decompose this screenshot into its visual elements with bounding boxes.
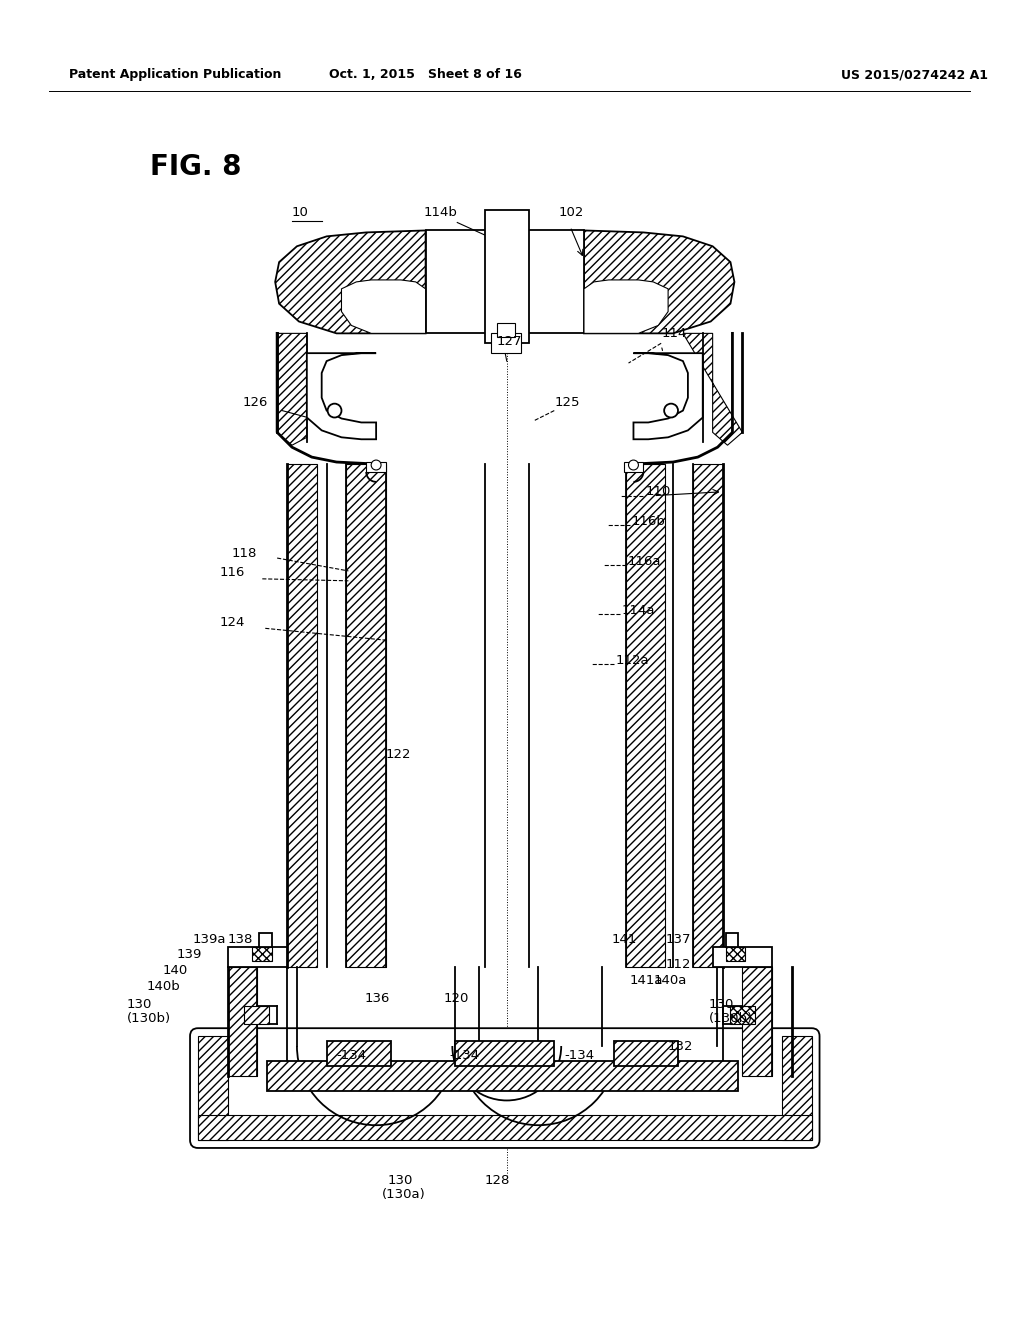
Text: (130a): (130a) xyxy=(382,1188,426,1201)
Text: -134: -134 xyxy=(337,1049,367,1063)
Circle shape xyxy=(665,404,678,417)
Text: 116a: 116a xyxy=(628,554,662,568)
Bar xyxy=(227,966,257,1076)
Text: 118: 118 xyxy=(231,546,257,560)
Text: 125: 125 xyxy=(554,396,580,409)
Text: FIG. 8: FIG. 8 xyxy=(151,153,242,181)
Text: 130: 130 xyxy=(388,1173,414,1187)
Text: Oct. 1, 2015   Sheet 8 of 16: Oct. 1, 2015 Sheet 8 of 16 xyxy=(329,69,522,81)
Polygon shape xyxy=(584,280,668,334)
Bar xyxy=(227,946,287,966)
Polygon shape xyxy=(307,354,376,440)
Text: 139: 139 xyxy=(176,949,202,961)
Text: 128: 128 xyxy=(485,1173,510,1187)
Bar xyxy=(198,1036,227,1140)
Text: 139a: 139a xyxy=(193,933,226,945)
Bar xyxy=(327,1041,391,1065)
Polygon shape xyxy=(683,334,742,445)
Text: (130b): (130b) xyxy=(709,1012,753,1024)
Bar xyxy=(742,966,772,1076)
Text: 124: 124 xyxy=(220,616,245,628)
Bar xyxy=(726,946,745,961)
Bar xyxy=(713,946,772,966)
Bar xyxy=(490,334,520,354)
Bar xyxy=(730,1006,756,1024)
Text: 140b: 140b xyxy=(146,981,180,993)
Text: 116: 116 xyxy=(220,566,245,579)
Bar xyxy=(456,1041,554,1065)
Bar xyxy=(267,1061,738,1090)
Text: 136: 136 xyxy=(365,993,389,1005)
Bar xyxy=(497,323,515,338)
Bar xyxy=(626,465,666,966)
Text: 141: 141 xyxy=(611,933,637,945)
Bar xyxy=(485,210,528,343)
Polygon shape xyxy=(275,231,426,334)
Bar xyxy=(287,465,316,966)
Text: 114b: 114b xyxy=(424,206,458,219)
Circle shape xyxy=(629,461,638,470)
Text: 130: 130 xyxy=(127,998,153,1011)
Text: 114: 114 xyxy=(662,327,686,339)
Text: 102: 102 xyxy=(558,206,584,219)
Polygon shape xyxy=(341,280,426,334)
Circle shape xyxy=(371,461,381,470)
Bar xyxy=(613,1041,678,1065)
Bar xyxy=(693,465,723,966)
Text: US 2015/0274242 A1: US 2015/0274242 A1 xyxy=(842,69,988,81)
Text: 140a: 140a xyxy=(653,974,687,987)
Text: Patent Application Publication: Patent Application Publication xyxy=(70,69,282,81)
Text: 126: 126 xyxy=(243,396,268,409)
Text: (130b): (130b) xyxy=(127,1012,171,1024)
Polygon shape xyxy=(634,354,702,440)
Text: 112a: 112a xyxy=(615,653,649,667)
Circle shape xyxy=(328,404,341,417)
Text: -134: -134 xyxy=(564,1049,594,1063)
Bar xyxy=(346,465,386,966)
Text: 130: 130 xyxy=(709,998,734,1011)
Bar xyxy=(252,946,272,961)
Bar xyxy=(367,462,386,473)
FancyBboxPatch shape xyxy=(190,1028,819,1148)
Text: 137: 137 xyxy=(666,933,690,945)
Text: 141a: 141a xyxy=(630,974,663,987)
Bar xyxy=(198,1115,812,1140)
Text: 120: 120 xyxy=(443,993,469,1005)
Text: 110: 110 xyxy=(645,486,671,498)
Bar xyxy=(726,933,738,946)
Text: 10: 10 xyxy=(292,206,309,219)
Text: 127: 127 xyxy=(497,335,522,347)
Text: 132: 132 xyxy=(667,1040,692,1052)
Bar xyxy=(245,1006,269,1024)
Polygon shape xyxy=(584,231,734,334)
Text: 112: 112 xyxy=(666,958,690,972)
Text: -134: -134 xyxy=(450,1049,479,1063)
Polygon shape xyxy=(426,231,584,334)
Text: 122: 122 xyxy=(386,747,412,760)
Bar xyxy=(624,462,643,473)
Text: 114a: 114a xyxy=(622,605,655,616)
Bar xyxy=(782,1036,812,1140)
Text: 140: 140 xyxy=(163,965,187,977)
Bar xyxy=(259,933,272,946)
Polygon shape xyxy=(278,334,307,445)
Text: 116b: 116b xyxy=(632,515,666,528)
Text: 138: 138 xyxy=(227,933,253,945)
